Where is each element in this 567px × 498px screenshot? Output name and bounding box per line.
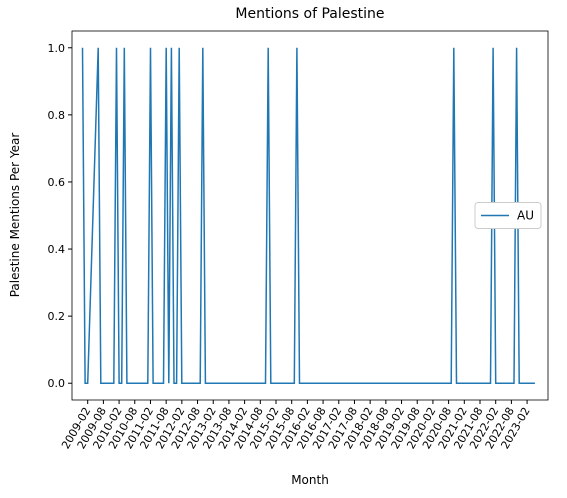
- x-axis-label: Month: [291, 473, 329, 487]
- y-tick-label: 1.0: [48, 42, 66, 55]
- y-axis-label: Palestine Mentions Per Year: [8, 133, 22, 298]
- plot-frame: [71, 30, 549, 401]
- y-tick-label: 0.8: [48, 109, 66, 122]
- chart-title: Mentions of Palestine: [235, 6, 384, 22]
- legend-label: AU: [517, 209, 534, 223]
- y-tick-label: 0.2: [48, 310, 66, 323]
- y-tick-label: 0.4: [48, 243, 66, 256]
- data-line: [81, 47, 535, 384]
- y-tick-label: 0.0: [48, 377, 66, 390]
- y-tick-label: 0.6: [48, 176, 66, 189]
